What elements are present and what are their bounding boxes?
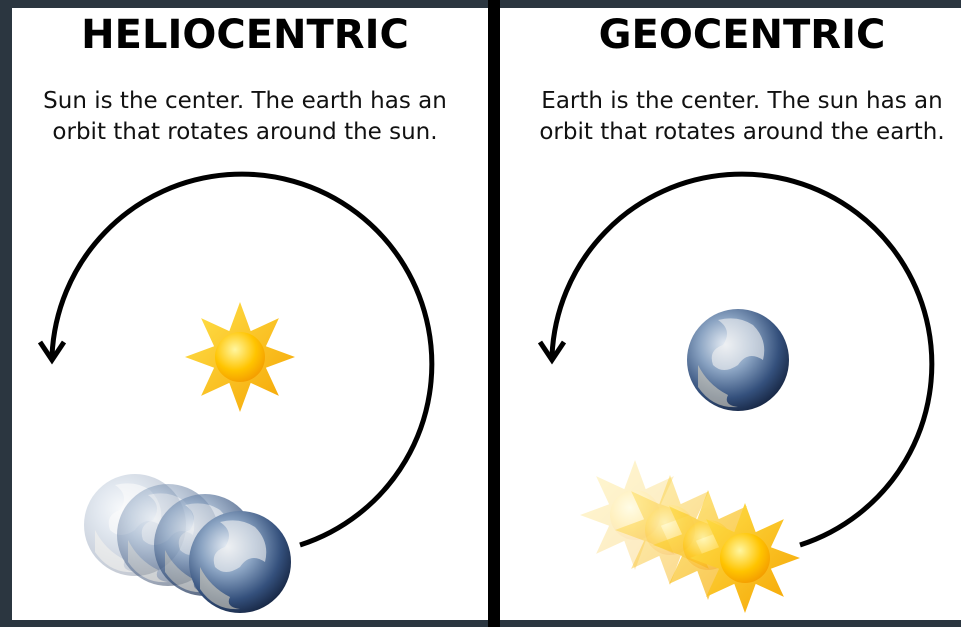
- caption-line: Earth is the center. The sun has an: [541, 88, 942, 114]
- sun: [690, 503, 800, 613]
- page: {"panels": [ {"title": "HELIOCENTRIC", "…: [0, 0, 961, 627]
- panel-title: HELIOCENTRIC: [81, 12, 409, 58]
- diagram: HELIOCENTRIC Sun is the center. The eart…: [0, 0, 961, 627]
- panel-title: GEOCENTRIC: [599, 12, 886, 58]
- caption-line: Sun is the center. The earth has an: [43, 88, 447, 114]
- divider: [488, 0, 500, 627]
- caption-line: orbit that rotates around the sun.: [52, 119, 437, 145]
- sun: [185, 302, 295, 412]
- earth: [189, 511, 291, 613]
- earth: [687, 309, 789, 411]
- caption-line: orbit that rotates around the earth.: [539, 119, 944, 145]
